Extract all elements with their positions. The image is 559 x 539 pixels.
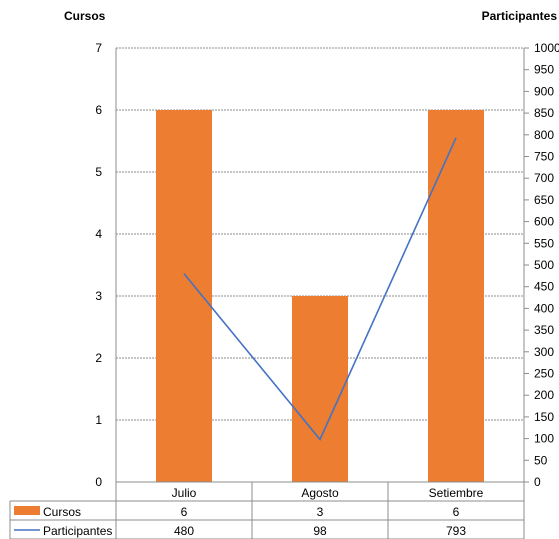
table-value: 480 <box>174 524 194 538</box>
right-tick-label: 800 <box>534 128 554 142</box>
right-tick-label: 450 <box>534 280 554 294</box>
right-tick-label: 200 <box>534 388 554 402</box>
category-label: Agosto <box>301 486 339 500</box>
right-tick-label: 1000 <box>534 41 559 55</box>
legend-bar-swatch <box>14 506 40 515</box>
right-tick-label: 0 <box>534 475 541 489</box>
left-tick-label: 5 <box>95 165 102 179</box>
right-tick-label: 700 <box>534 171 554 185</box>
table-value: 98 <box>313 524 327 538</box>
left-tick-label: 0 <box>95 475 102 489</box>
right-tick-label: 50 <box>534 453 548 467</box>
bar-agosto <box>292 296 348 482</box>
right-tick-label: 250 <box>534 367 554 381</box>
right-axis-title: Participantes <box>482 9 558 23</box>
left-axis-ticks: 0 1 2 3 4 5 6 7 <box>95 41 102 489</box>
line-series <box>183 137 457 441</box>
left-tick-label: 7 <box>95 41 102 55</box>
left-tick-label: 1 <box>95 413 102 427</box>
participantes-line <box>183 137 457 441</box>
category-label: Setiembre <box>429 486 484 500</box>
right-tick-label: 400 <box>534 301 554 315</box>
right-tick-label: 750 <box>534 150 554 164</box>
right-tick-label: 100 <box>534 432 554 446</box>
legend-label: Cursos <box>43 505 81 519</box>
right-tick-label: 850 <box>534 106 554 120</box>
right-tick-label: 600 <box>534 215 554 229</box>
right-tick-label: 900 <box>534 84 554 98</box>
legend-label: Participantes <box>43 524 112 538</box>
left-axis-title: Cursos <box>64 9 106 23</box>
left-tick-label: 3 <box>95 289 102 303</box>
table-value: 3 <box>317 505 324 519</box>
category-label: Julio <box>172 486 197 500</box>
bar-series <box>156 110 484 482</box>
bar-setiembre <box>428 110 484 482</box>
table-value: 6 <box>453 505 460 519</box>
right-tick-label: 650 <box>534 193 554 207</box>
right-tick-label: 150 <box>534 410 554 424</box>
right-tick-label: 950 <box>534 63 554 77</box>
right-axis-ticks: 0 50 100 150 200 250 300 350 400 450 500 550 600 650 7… <box>524 41 559 489</box>
left-tick-label: 6 <box>95 103 102 117</box>
data-table: Julio Agosto Setiembre Cursos 6 3 6 Participant… <box>9 481 525 539</box>
left-tick-label: 4 <box>95 227 102 241</box>
right-tick-label: 500 <box>534 258 554 272</box>
right-tick-label: 350 <box>534 323 554 337</box>
bar-julio <box>156 110 212 482</box>
left-tick-label: 2 <box>95 351 102 365</box>
right-tick-label: 550 <box>534 236 554 250</box>
table-value: 6 <box>181 505 188 519</box>
right-tick-label: 300 <box>534 345 554 359</box>
table-value: 793 <box>446 524 466 538</box>
